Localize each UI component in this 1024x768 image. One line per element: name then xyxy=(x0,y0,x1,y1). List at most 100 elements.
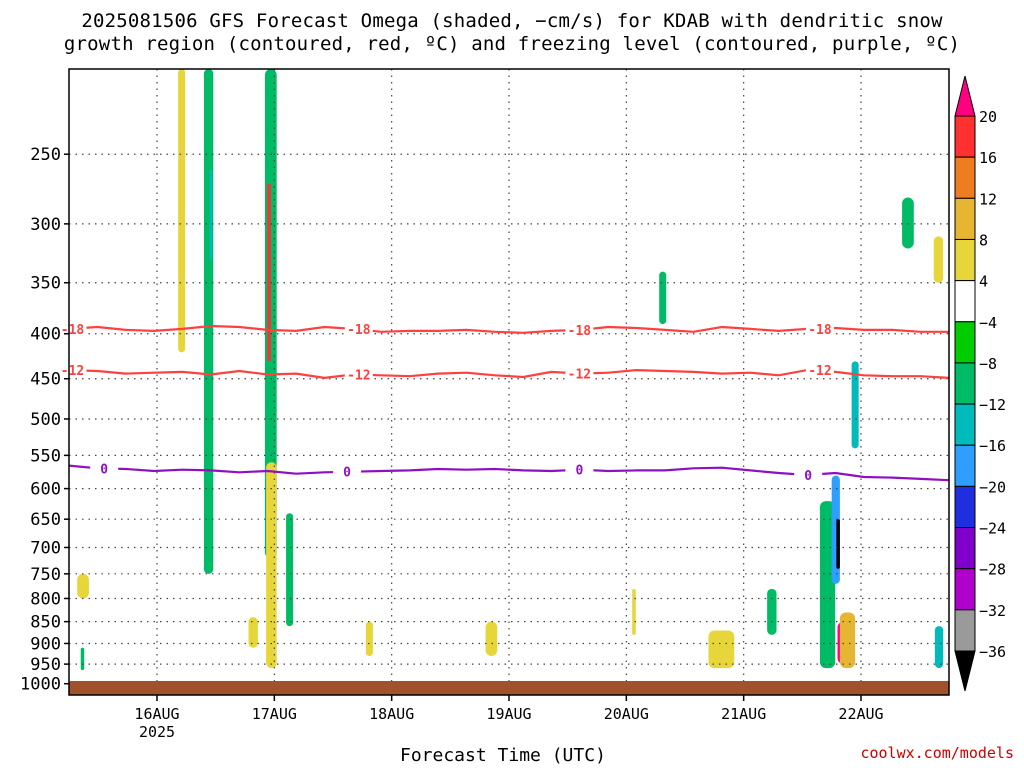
colorbar-swatch xyxy=(954,485,976,529)
contour-label-bg xyxy=(565,322,594,337)
colorbar-tick-label: −36 xyxy=(979,643,1006,661)
omega-shaded-region xyxy=(836,519,840,569)
omega-shaded-region xyxy=(632,588,636,635)
colorbar-tick-label: −24 xyxy=(979,520,1006,538)
y-tick-label: 300 xyxy=(30,215,61,235)
credit-text: coolwx.com/models xyxy=(860,744,1014,762)
colorbar-tick-label: −32 xyxy=(979,602,1006,620)
contour-line xyxy=(68,324,949,334)
omega-shaded-region xyxy=(851,361,859,449)
y-tick-label: 450 xyxy=(30,370,61,390)
omega-shaded-region xyxy=(902,197,914,249)
colorbar-tick-label: −8 xyxy=(979,355,997,373)
colorbar-swatch xyxy=(954,444,976,487)
y-tick-label: 800 xyxy=(30,589,61,609)
omega-shaded-region xyxy=(659,271,667,325)
omega-shaded-region xyxy=(267,183,271,362)
colorbar-swatch xyxy=(954,362,976,405)
x-tick-label: 17AUG xyxy=(252,705,297,723)
y-tick-label: 500 xyxy=(30,410,61,430)
x-year-label: 2025 xyxy=(139,723,175,741)
colorbar-swatch xyxy=(954,321,976,364)
omega-shaded-region xyxy=(178,69,186,353)
y-tick-label: 850 xyxy=(30,613,61,633)
contour-label-bg xyxy=(58,321,87,336)
colorbar-swatch xyxy=(954,238,976,282)
colorbar-swatch xyxy=(954,115,976,158)
y-tick-label: 600 xyxy=(30,480,61,500)
contour-label: 0 xyxy=(100,462,108,477)
colorbar-bottom-triangle xyxy=(954,650,976,692)
contour-label: -12 xyxy=(808,364,831,379)
omega-shaded-region xyxy=(80,647,85,671)
colorbar-tick-label: −16 xyxy=(979,437,1006,455)
colorbar-tick-label: 16 xyxy=(979,149,997,167)
y-tick-label: 1000 xyxy=(20,675,61,695)
x-tick-label: 16AUG xyxy=(134,705,179,723)
y-tick-label: 900 xyxy=(30,634,61,654)
y-tick-label: 400 xyxy=(30,325,61,345)
contour-label: 0 xyxy=(804,469,812,484)
omega-shaded-region xyxy=(286,513,294,627)
x-tick-label: 21AUG xyxy=(721,705,766,723)
y-tick-label: 350 xyxy=(30,274,61,294)
colorbar-swatch xyxy=(954,568,976,611)
x-axis-title: Forecast Time (UTC) xyxy=(400,745,606,766)
colorbar-swatch xyxy=(954,280,976,323)
y-tick-label: 750 xyxy=(30,565,61,585)
contour-label-bg xyxy=(344,321,373,336)
colorbar-tick-label: 4 xyxy=(979,273,988,291)
contour-label: 0 xyxy=(575,464,583,479)
colorbar-swatch xyxy=(954,527,976,570)
contour-label-bg xyxy=(90,461,119,476)
omega-shaded-region xyxy=(767,588,777,635)
colorbar-swatch xyxy=(954,403,976,446)
omega-shaded-region xyxy=(248,617,258,648)
y-tick-label: 700 xyxy=(30,538,61,558)
omega-shaded-region xyxy=(708,630,735,669)
omega-shaded-region xyxy=(934,626,944,669)
omega-shaded-region xyxy=(839,612,856,669)
x-tick-label: 22AUG xyxy=(838,705,883,723)
contour-label-bg xyxy=(805,363,834,378)
omega-shaded-region xyxy=(933,236,944,283)
colorbar-tick-label: 12 xyxy=(979,190,997,208)
contour-label-bg xyxy=(58,363,87,378)
x-tick-label: 19AUG xyxy=(486,705,531,723)
x-tick-label: 18AUG xyxy=(369,705,414,723)
colorbar-tick-label: 20 xyxy=(979,108,997,126)
contour-label: -18 xyxy=(347,323,371,338)
contour-label-bg xyxy=(565,462,594,477)
chart-title-line-1: 2025081506 GFS Forecast Omega (shaded, −… xyxy=(81,10,943,32)
x-tick-label: 20AUG xyxy=(604,705,649,723)
colorbar-tick-label: −12 xyxy=(979,396,1006,414)
contour-label: -12 xyxy=(347,368,370,383)
y-tick-label: 650 xyxy=(30,510,61,530)
contour-label: -18 xyxy=(568,324,592,339)
colorbar-swatch xyxy=(954,197,976,240)
colorbar-tick-label: 8 xyxy=(979,231,988,249)
ground-strip xyxy=(69,681,949,695)
contour-label: -18 xyxy=(61,323,85,338)
colorbar-swatch xyxy=(954,609,976,652)
y-tick-label: 950 xyxy=(30,655,61,675)
contour-label-bg xyxy=(333,464,362,479)
y-tick-label: 550 xyxy=(30,446,61,466)
omega-shaded-region xyxy=(203,69,214,574)
contour-label: -12 xyxy=(568,368,591,383)
contour-label-bg xyxy=(344,367,373,382)
colorbar-swatch xyxy=(954,156,976,199)
contour-label: -18 xyxy=(808,323,832,338)
omega-shaded-region xyxy=(485,621,498,656)
contour-label: 0 xyxy=(343,466,351,481)
colorbar-top-triangle xyxy=(954,75,976,117)
omega-shaded-region xyxy=(819,501,836,669)
colorbar-tick-label: −20 xyxy=(979,478,1006,496)
colorbar-tick-label: −4 xyxy=(979,314,997,332)
omega-shaded-region xyxy=(209,169,213,261)
contour-label-bg xyxy=(805,321,834,336)
omega-shaded-region xyxy=(365,621,373,656)
contour-line xyxy=(68,368,950,380)
omega-shaded-region xyxy=(266,462,277,669)
